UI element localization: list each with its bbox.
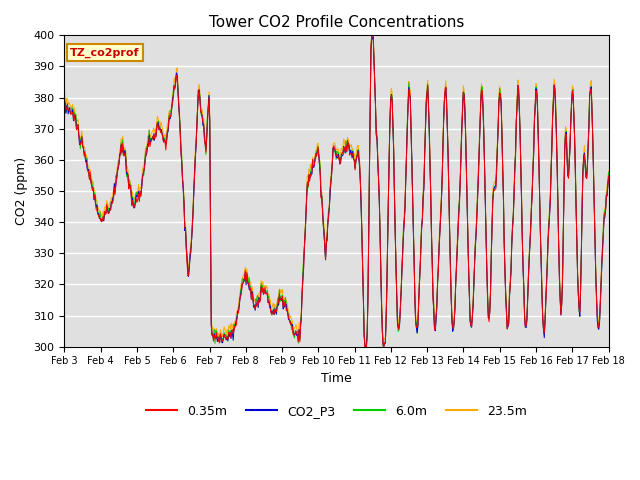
- Title: Tower CO2 Profile Concentrations: Tower CO2 Profile Concentrations: [209, 15, 464, 30]
- Legend: 0.35m, CO2_P3, 6.0m, 23.5m: 0.35m, CO2_P3, 6.0m, 23.5m: [141, 400, 532, 423]
- Y-axis label: CO2 (ppm): CO2 (ppm): [15, 157, 28, 225]
- Text: TZ_co2prof: TZ_co2prof: [70, 48, 140, 58]
- X-axis label: Time: Time: [321, 372, 352, 385]
